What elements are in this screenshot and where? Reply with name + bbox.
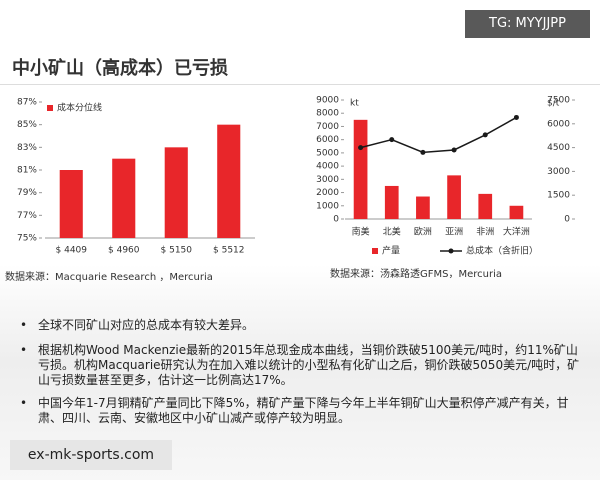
title: 中小矿山（高成本）已亏损 [12,58,228,79]
y-axis-label: kt [350,99,359,109]
x-tick-label: $ 5512 [213,246,245,256]
bar [59,170,83,238]
x-tick-label: 欧洲 [414,226,432,238]
y-tick-label: 6000 [547,119,570,129]
point [358,145,364,151]
bar [509,205,524,219]
y-tick-label: 1000 [316,201,339,211]
y-tick-label: 77% [17,211,37,221]
y-tick-label: 4500 [547,143,570,153]
point [420,149,426,155]
source: 数据来源：Macquarie Research ，Mercuria [5,270,213,283]
bar [416,196,430,219]
bar [353,119,368,219]
y2-axis-label: $/t [547,99,560,109]
y-tick-label: 79% [17,188,37,198]
x-tick-label: $ 4409 [56,246,88,256]
y-tick-label: 1500 [547,191,570,201]
x-tick-label: $ 4960 [108,246,140,256]
y-tick-label: 0 [564,215,570,225]
legend-swatch [372,248,378,254]
bar [112,158,136,238]
point [482,132,488,138]
y-tick-label: 83% [17,143,37,153]
title-rule [0,84,600,85]
y-tick-label: 87% [17,98,37,108]
point [389,137,395,143]
y-tick-label: 9000 [316,96,339,106]
y-tick-label: 85% [17,120,37,130]
legend-swatch [47,105,53,111]
y-tick-label: 5000 [316,148,339,158]
y-tick-label: 2000 [316,188,339,198]
bar [447,175,461,219]
y-tick-label: 4000 [316,162,339,172]
footer: ex-mk-sports.com [10,440,172,470]
bullet: 根据机构Wood Mackenzie最新的2015年总现金成本曲线，当铜价跌破5… [38,343,580,387]
x-tick-label: 南美 [352,226,370,238]
x-tick-label: 大洋洲 [503,226,530,238]
bar [384,185,399,219]
x-tick-label: $ 5150 [161,246,193,256]
y-tick-label: 7000 [316,122,339,132]
legend-label: 成本分位线 [57,102,102,114]
bullet: 中国今年1-7月铜精矿产量同比下降5%，精矿产量下降与今年上半年铜矿山大量积停产… [38,396,569,425]
y-tick-label: 7500 [547,96,570,106]
y-tick-label: 3000 [547,167,570,177]
y-tick-label: 81% [17,166,37,176]
bar [217,124,241,238]
y-tick-label: 6000 [316,135,339,145]
line [360,116,517,154]
source: 数据来源：汤森路透GFMS，Mercuria [330,267,502,280]
bullet: 全球不同矿山对应的总成本有较大差异。 [38,318,255,332]
point [513,114,519,120]
y-tick-label: 75% [17,234,37,244]
y-tick-label: 8000 [316,109,339,119]
x-tick-label: 北美 [383,226,401,238]
bar [164,147,188,238]
charts: 75% 77% 79% 81% 83% 85% 87% $ 4409 $ 4960 $ 5150 $… [5,96,575,283]
bar [478,193,493,219]
x-tick-label: 非洲 [476,226,494,238]
y-tick-label: 3000 [316,175,339,185]
tag: TG: MYYJJPP [465,10,590,38]
legend-point [448,248,454,254]
bullet-dot: • [20,396,28,410]
x-tick-label: 亚洲 [445,227,463,238]
legend-label: 产量 [382,245,400,257]
bullet-dot: • [20,343,28,357]
legend-label: 总成本（含折旧） [466,245,538,257]
point [451,147,457,153]
bullet-dot: • [20,318,28,332]
y-tick-label: 0 [333,215,339,225]
